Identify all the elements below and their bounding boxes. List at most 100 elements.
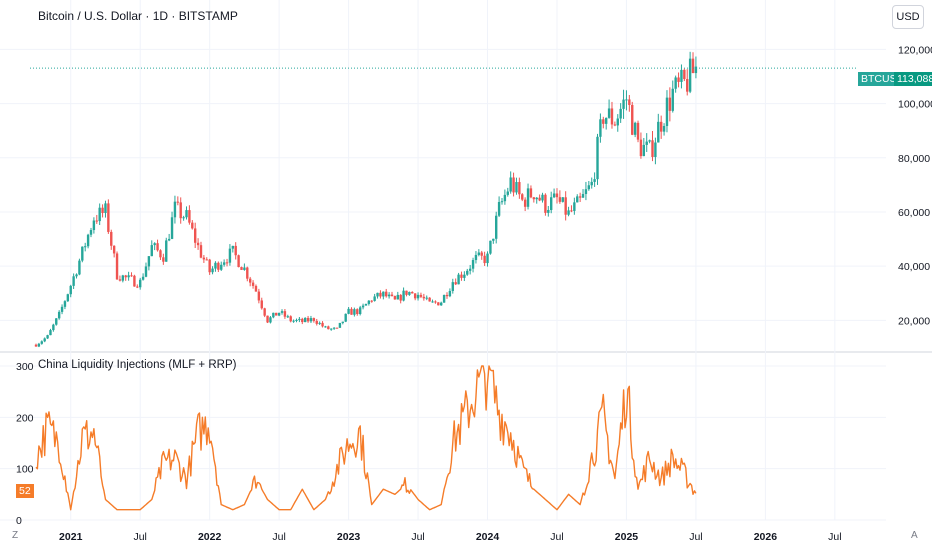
candle-body xyxy=(275,312,278,316)
candle-body xyxy=(480,252,483,256)
candle-body xyxy=(402,290,405,301)
candle-body xyxy=(602,119,605,124)
candle-body xyxy=(596,136,599,180)
candle-body xyxy=(434,301,437,303)
candle-body xyxy=(202,257,206,260)
price-tick-label: 20,000 xyxy=(898,315,930,327)
candle-body xyxy=(104,203,107,214)
candle-body xyxy=(211,268,214,273)
candle-body xyxy=(390,294,394,297)
candle-body xyxy=(55,318,58,325)
candle-body xyxy=(616,118,619,126)
candle-body xyxy=(495,215,498,239)
candle-body xyxy=(373,296,376,301)
candle-body xyxy=(607,108,611,118)
candle-body xyxy=(654,142,657,157)
candle-body xyxy=(387,294,391,297)
candle-body xyxy=(460,274,463,278)
candle-body xyxy=(474,254,478,261)
candle-body xyxy=(86,234,90,247)
candle-body xyxy=(552,193,556,198)
time-tick-label: Jul xyxy=(411,531,424,543)
candle-body xyxy=(196,242,200,246)
candle-body xyxy=(173,201,177,218)
candle-body xyxy=(662,126,666,132)
candle-body xyxy=(246,267,249,279)
candle-body xyxy=(327,326,330,330)
candle-body xyxy=(344,313,347,322)
currency-button[interactable]: USD xyxy=(892,5,924,29)
candle-body xyxy=(578,196,582,198)
candle-body xyxy=(691,58,695,74)
price-tick-label: 120,000 xyxy=(898,44,932,56)
candle-body xyxy=(408,291,411,295)
candle-body xyxy=(526,188,530,207)
candle-body xyxy=(341,321,345,323)
corner-right-label[interactable]: A xyxy=(911,530,918,541)
time-tick-label: Jul xyxy=(689,531,702,543)
candle-body xyxy=(141,276,145,280)
candle-body xyxy=(628,99,631,105)
candle-body xyxy=(72,276,75,286)
candle-body xyxy=(107,203,110,232)
indicator-last-value-tag: 52 xyxy=(16,484,34,498)
candle-body xyxy=(153,243,156,246)
candle-body xyxy=(188,210,191,223)
candle-body xyxy=(193,228,197,243)
time-tick-label: Jul xyxy=(272,531,285,543)
candle-body xyxy=(46,335,49,339)
candle-body xyxy=(610,108,614,125)
price-series xyxy=(30,51,858,348)
indicator-title: China Liquidity Injections (MLF + RRP) xyxy=(38,359,237,371)
candle-body xyxy=(419,294,423,297)
candle-body xyxy=(576,196,579,203)
candle-body xyxy=(127,275,130,278)
candle-body xyxy=(509,177,512,192)
candle-body xyxy=(254,285,258,292)
candle-body xyxy=(95,220,98,222)
candle-body xyxy=(454,282,457,285)
candle-body xyxy=(688,58,692,92)
candle-body xyxy=(199,245,203,258)
candle-body xyxy=(573,202,576,211)
candle-body xyxy=(535,197,538,200)
candle-body xyxy=(364,303,368,306)
candle-body xyxy=(112,245,116,254)
corner-left-label[interactable]: Z xyxy=(12,530,19,541)
candle-body xyxy=(312,318,316,321)
candle-body xyxy=(353,309,356,315)
candle-body xyxy=(266,315,269,323)
candle-body xyxy=(60,306,64,312)
indicator-line xyxy=(35,365,697,511)
symbol-title: Bitcoin / U.S. Dollar · 1D · BITSTAMP xyxy=(38,9,238,23)
candle-body xyxy=(167,238,171,241)
candle-body xyxy=(544,194,547,213)
candle-body xyxy=(570,210,573,212)
candle-body xyxy=(321,322,324,327)
candle-body xyxy=(309,318,313,322)
candle-body xyxy=(587,185,591,190)
candle-body xyxy=(466,270,469,275)
candle-body xyxy=(121,275,125,281)
candle-body xyxy=(231,245,235,249)
candle-body xyxy=(301,318,304,323)
candle-body xyxy=(538,197,541,201)
candle-body xyxy=(144,266,148,277)
candle-body xyxy=(604,117,608,124)
candle-body xyxy=(416,294,420,299)
candle-body xyxy=(40,341,43,344)
indicator-tick-label: 100 xyxy=(16,464,34,476)
candle-body xyxy=(593,179,596,182)
candle-body xyxy=(66,294,70,302)
candle-body xyxy=(532,197,536,200)
candle-body xyxy=(523,199,527,207)
candle-body xyxy=(515,182,518,193)
price-tick-label: 100,000 xyxy=(898,99,932,111)
time-tick-label: Jul xyxy=(133,531,146,543)
candle-body xyxy=(497,202,501,216)
time-tick-label: 2022 xyxy=(198,531,222,543)
candle-body xyxy=(451,282,454,291)
candle-body xyxy=(306,317,310,322)
